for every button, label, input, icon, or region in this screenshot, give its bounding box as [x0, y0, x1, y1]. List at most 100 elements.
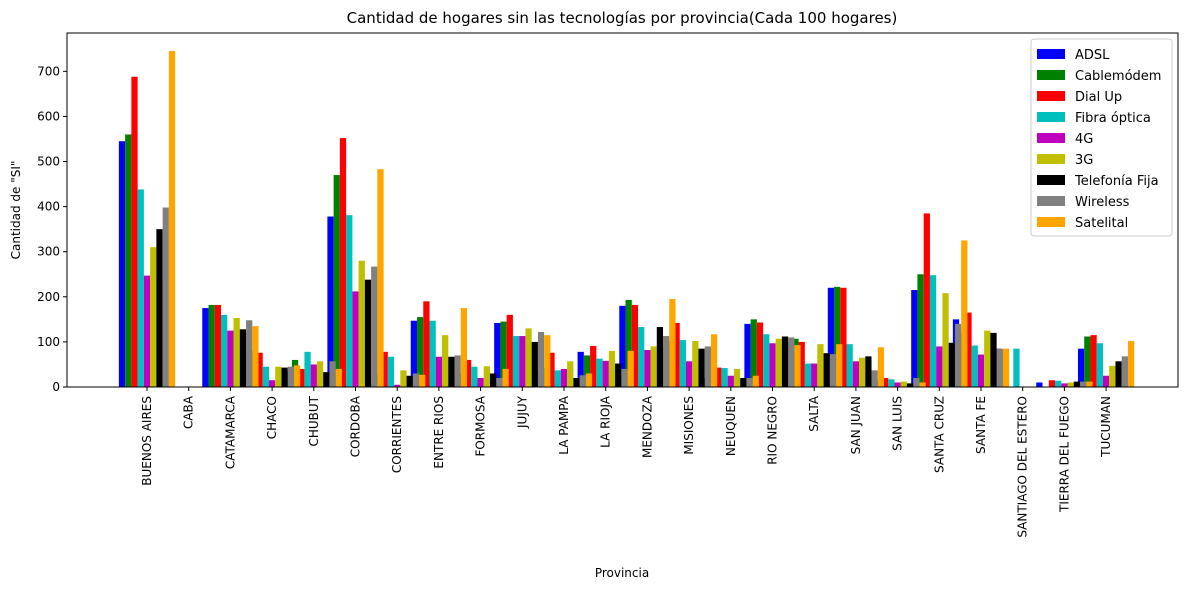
bar-cablemódem-la-rioja: [583, 355, 591, 387]
legend-swatch: [1037, 196, 1065, 206]
x-tick-label: TUCUMAN: [1099, 396, 1113, 458]
bar-3g-misiones: [692, 341, 699, 387]
bar-adsl-la-rioja: [577, 351, 584, 387]
bar-4g-san-juan: [852, 361, 860, 387]
x-tick-label: CORDOBA: [349, 395, 363, 457]
bar-4g-santa-fe: [977, 354, 985, 387]
bar-satelital-san-juan: [877, 347, 885, 387]
bar-wireless-san-juan: [871, 370, 878, 387]
bar-telefonía-fija-cordoba: [364, 279, 372, 387]
legend-swatch: [1037, 175, 1065, 185]
bar-3g-entre-rios: [442, 335, 449, 387]
y-tick-label: 400: [37, 200, 60, 214]
bar-telefonía-fija-santa-fe: [990, 332, 997, 387]
y-tick-label: 200: [37, 290, 60, 304]
bar-wireless-entre-rios: [454, 355, 461, 387]
bar-3g-jujuy: [525, 328, 532, 387]
bar-telefonía-fija-rio-negro: [781, 336, 789, 387]
bar-cablemódem-san-juan: [834, 286, 841, 387]
bar-cablemódem-santa-cruz: [917, 274, 924, 387]
bar-fibra-óptica-la-pampa: [554, 370, 561, 387]
bar-dial-up-corrientes: [381, 351, 388, 387]
y-tick-label: 500: [37, 155, 60, 169]
bar-fibra-óptica-rio-negro: [763, 334, 770, 387]
bar-telefonía-fija-chubut: [323, 372, 330, 387]
bar-fibra-óptica-tierra-del-fuego: [1055, 380, 1062, 387]
bar-satelital-mendoza: [669, 299, 676, 387]
y-tick-label: 600: [37, 109, 60, 123]
bar-telefonía-fija-chaco: [281, 367, 288, 387]
legend-box: [1030, 38, 1173, 237]
bar-cablemódem-buenos-aires: [125, 134, 132, 387]
bar-fibra-óptica-buenos-aires: [137, 189, 144, 387]
bar-telefonía-fija-entre-rios: [448, 356, 455, 387]
bar-4g-jujuy: [519, 336, 526, 387]
bar-satelital-neuquen: [752, 375, 759, 387]
bar-satelital-la-rioja: [627, 350, 634, 387]
bar-fibra-óptica-la-rioja: [596, 358, 603, 387]
bar-fibra-óptica-san-juan: [846, 344, 853, 387]
bar-telefonía-fija-mendoza: [656, 327, 664, 387]
bar-fibra-óptica-salta: [804, 363, 812, 387]
legend-label: Wireless: [1075, 195, 1130, 210]
bar-dial-up-tucuman: [1090, 335, 1097, 387]
bar-dial-up-cordoba: [339, 138, 347, 387]
x-axis-title: Provincia: [595, 566, 649, 580]
bar-adsl-rio-negro: [744, 323, 751, 387]
bar-satelital-tucuman: [1127, 341, 1135, 387]
bar-cablemódem-catamarca: [208, 304, 215, 387]
x-tick-label: NEUQUEN: [724, 396, 738, 456]
bar-satelital-tierra-del-fuego: [1086, 381, 1093, 387]
bar-4g-misiones: [685, 361, 693, 387]
legend-label: 4G: [1075, 132, 1093, 147]
bar-4g-santa-cruz: [936, 346, 943, 387]
bar-dial-up-neuquen: [715, 367, 722, 387]
x-tick-label: CORRIENTES: [390, 396, 404, 473]
bar-wireless-jujuy: [537, 331, 545, 387]
y-axis-title: Cantidad de "SI": [9, 161, 23, 260]
bar-4g-cordoba: [352, 291, 359, 387]
bar-4g-tierra-del-fuego: [1061, 383, 1068, 387]
bar-satelital-jujuy: [544, 335, 551, 387]
bar-cablemódem-cordoba: [333, 175, 340, 387]
x-tick-label: SANTA CRUZ: [932, 396, 946, 473]
bar-telefonía-fija-la-pampa: [573, 377, 580, 387]
bar-wireless-mendoza: [663, 336, 670, 387]
bar-wireless-chubut: [329, 361, 336, 387]
bar-fibra-óptica-cordoba: [346, 215, 353, 387]
bar-fibra-óptica-jujuy: [512, 336, 520, 387]
bar-satelital-santa-fe: [1002, 348, 1010, 387]
y-tick-label: 700: [37, 64, 60, 78]
bar-adsl-santa-cruz: [911, 290, 918, 387]
bar-satelital-santa-cruz: [961, 240, 968, 387]
bar-fibra-óptica-santiago-del-estero: [1013, 348, 1020, 387]
bar-fibra-óptica-catamarca: [221, 314, 228, 387]
bar-3g-mendoza: [650, 346, 657, 387]
x-tick-label: MISIONES: [682, 396, 696, 455]
bar-satelital-san-luis: [919, 382, 926, 387]
bar-4g-neuquen: [727, 375, 734, 387]
bar-3g-corrientes: [400, 370, 407, 387]
legend-label: Cablemódem: [1075, 69, 1161, 84]
x-tick-label: CHACO: [265, 396, 279, 439]
bar-cablemódem-tucuman: [1084, 336, 1091, 387]
bar-telefonía-fija-formosa: [489, 373, 497, 387]
bar-4g-mendoza: [644, 350, 651, 387]
bar-satelital-catamarca: [252, 326, 259, 387]
bar-cablemódem-entre-rios: [417, 317, 424, 387]
bar-fibra-óptica-neuquen: [721, 368, 728, 387]
bar-3g-buenos-aires: [150, 247, 157, 387]
legend-swatch: [1037, 91, 1065, 101]
bar-wireless-formosa: [496, 377, 503, 387]
legend-label: Telefonía Fija: [1074, 174, 1159, 189]
bar-fibra-óptica-formosa: [471, 366, 478, 387]
bar-telefonía-fija-salta: [823, 353, 830, 387]
bar-4g-catamarca: [227, 330, 234, 387]
bar-fibra-óptica-chubut: [304, 351, 311, 387]
bar-3g-tucuman: [1109, 365, 1116, 387]
x-tick-label: LA PAMPA: [557, 395, 571, 454]
bar-dial-up-chaco: [256, 352, 263, 387]
bar-telefonía-fija-misiones: [698, 348, 705, 387]
bar-wireless-salta: [829, 354, 837, 387]
bar-fibra-óptica-entre-rios: [429, 320, 436, 387]
